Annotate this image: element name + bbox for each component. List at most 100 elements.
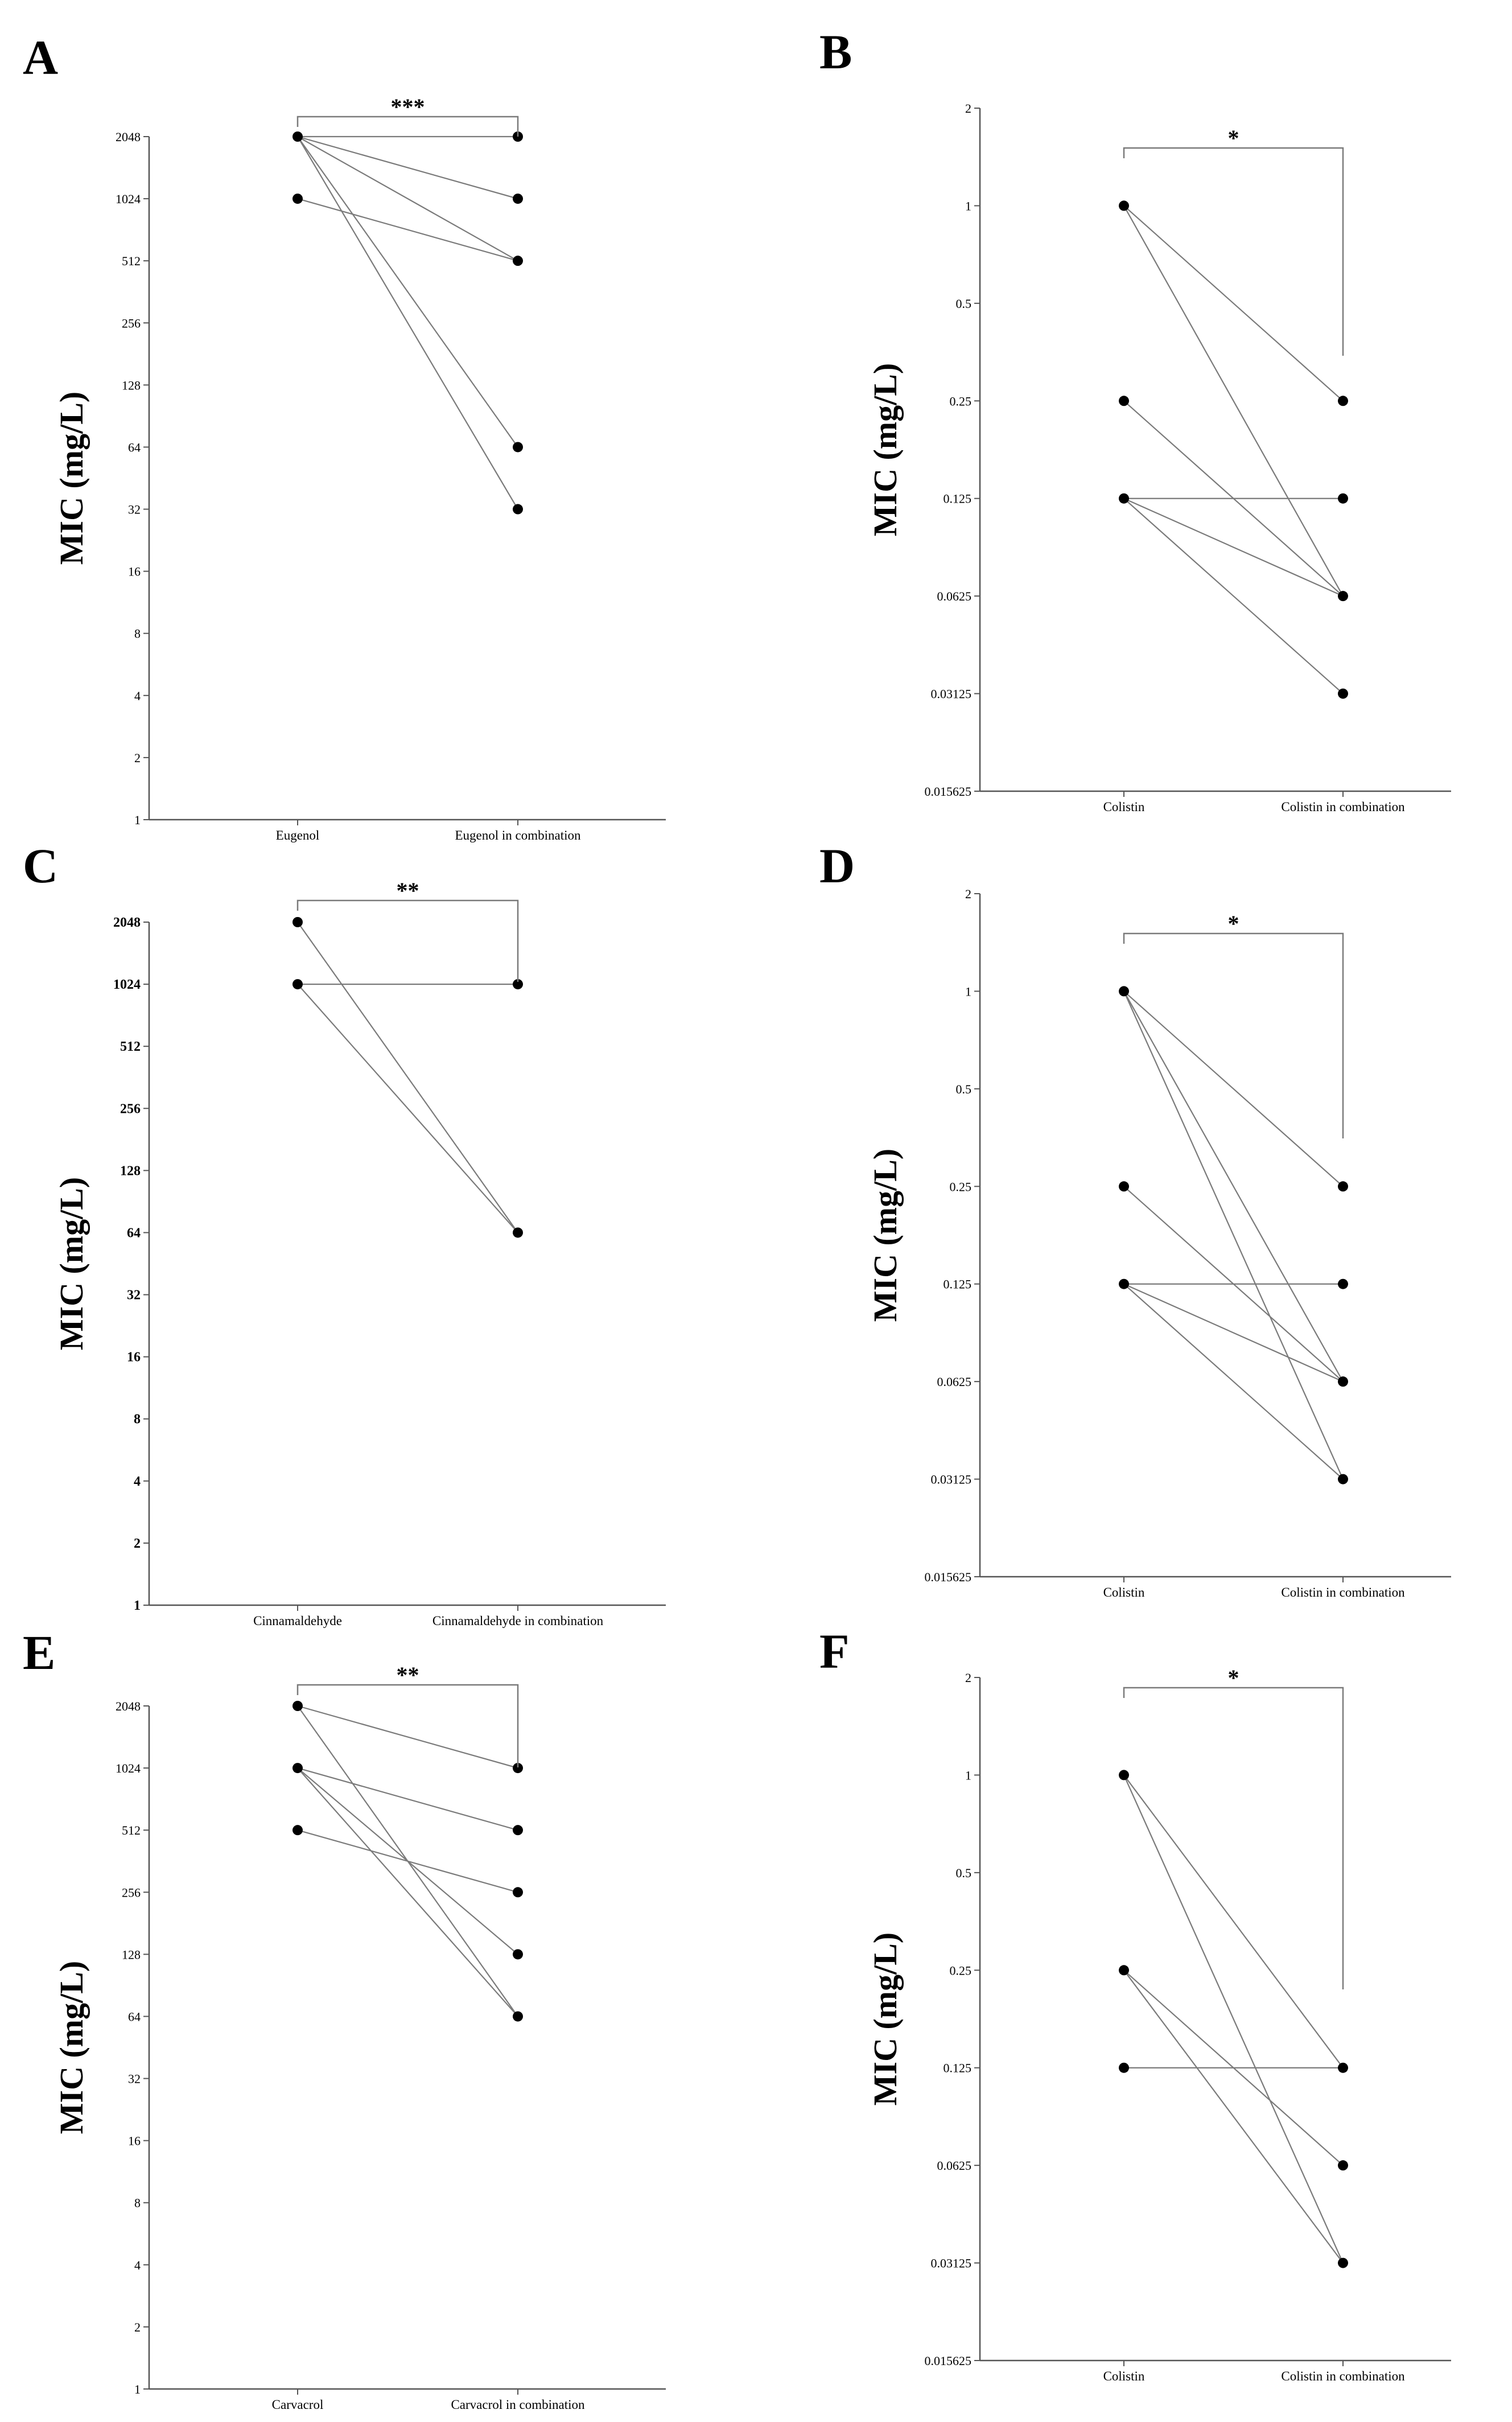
data-point-after: [1338, 1278, 1348, 1289]
data-point-after: [1338, 1181, 1348, 1192]
y-tick-label: 0.125: [944, 2061, 972, 2075]
significance-bracket: [296, 116, 519, 137]
y-tick-label: 16: [127, 1350, 141, 1365]
panel-A: A MIC (mg/L) 1 2 4 8 16 32 64 128 256 512 1024 2048 Eu…: [23, 30, 666, 842]
data-point-after: [1338, 591, 1348, 602]
y-axis-label: MIC (mg/L): [867, 1149, 904, 1322]
y-tick-label: 128: [122, 378, 141, 392]
data-point-after: [1338, 1474, 1348, 1485]
y-tick-label: 0.25: [950, 1963, 972, 1977]
y-tick-label: 2: [965, 1671, 971, 1685]
y-tick-label: 0.03125: [931, 687, 972, 701]
y-tick-label: 2: [965, 887, 971, 901]
y-tick-label: 128: [120, 1163, 141, 1178]
y-tick-label: 256: [120, 1101, 141, 1116]
y-tick-label: 256: [122, 1885, 141, 1899]
significance-bracket: [1123, 147, 1344, 356]
x-category-label: Colistin: [1103, 800, 1145, 814]
y-tick-label: 64: [128, 440, 141, 454]
x-category-label: Colistin in combination: [1281, 1585, 1405, 1599]
y-tick-label: 2048: [113, 915, 141, 930]
y-tick-label: 2048: [116, 130, 141, 144]
data-point-before: [1119, 1770, 1129, 1780]
y-tick-label: 1: [134, 2382, 141, 2396]
data-point-after: [513, 1949, 523, 1960]
x-category-label: Colistin: [1103, 2369, 1145, 2383]
y-tick-label: 2: [134, 751, 141, 765]
y-tick-label: 1: [965, 984, 971, 998]
paired-line: [297, 136, 518, 262]
paired-line: [297, 198, 518, 262]
x-category-label: Cinnamaldehyde: [253, 1614, 342, 1628]
significance-label: ***: [391, 94, 425, 120]
y-tick-label: 16: [128, 565, 141, 579]
y-tick-label: 4: [134, 689, 141, 703]
data-point-after: [513, 256, 523, 266]
data-point-before: [1119, 1965, 1129, 1976]
data-point-after: [513, 1887, 523, 1898]
paired-line: [297, 1767, 518, 2017]
significance-bracket: [1123, 1687, 1344, 1989]
data-point-after: [1338, 396, 1348, 406]
y-tick-label: 32: [128, 2072, 141, 2086]
data-point-after: [513, 2011, 523, 2022]
y-tick-label: 128: [122, 1947, 141, 1962]
paired-line: [1123, 1283, 1344, 1383]
data-point-after: [1338, 2257, 1348, 2268]
y-tick-label: 0.5: [956, 1866, 972, 1880]
y-tick-label: 0.015625: [925, 2354, 972, 2368]
y-tick-label: 16: [128, 2134, 141, 2148]
data-point-before: [1119, 1278, 1129, 1289]
y-tick-label: 32: [128, 503, 141, 517]
panel-D: D MIC (mg/L) 0.015625 0.03125 0.0625 0.125 0.2…: [819, 838, 1451, 1599]
y-tick-label: 0.0625: [937, 589, 972, 603]
y-tick-label: 4: [134, 2258, 141, 2272]
significance-bracket: [296, 1684, 519, 1767]
panel-E: E MIC (mg/L) 1 2 4 8 16 32 64 128 256 512 1024 2048 Ca…: [23, 1625, 666, 2412]
y-tick-label: 0.5: [956, 297, 972, 311]
data-point-before: [292, 1701, 303, 1711]
y-tick-label: 1: [965, 199, 971, 213]
data-point-after: [513, 504, 523, 515]
paired-line: [297, 136, 518, 510]
data-point-after: [513, 1227, 523, 1238]
paired-line: [297, 1829, 518, 1893]
y-tick-label: 1: [134, 813, 141, 827]
data-point-after: [1338, 2160, 1348, 2171]
y-tick-label: 0.5: [956, 1082, 972, 1096]
data-point-after: [513, 979, 523, 990]
paired-line: [297, 1705, 518, 1769]
y-tick-label: 256: [122, 316, 141, 330]
data-point-after: [1338, 2062, 1348, 2073]
y-tick-label: 0.25: [950, 1179, 972, 1194]
y-axis-label: MIC (mg/L): [867, 1932, 904, 2106]
data-point-before: [292, 194, 303, 204]
paired-line: [1123, 1774, 1344, 2069]
data-point-before: [292, 1763, 303, 1774]
y-tick-label: 0.03125: [931, 2256, 972, 2271]
y-tick-label: 1024: [113, 977, 141, 992]
panel-letter: D: [819, 838, 855, 893]
paired-line: [1123, 990, 1344, 1382]
y-axis-label: MIC (mg/L): [53, 1961, 90, 2134]
significance-label: *: [1228, 1665, 1239, 1691]
y-tick-label: 2048: [116, 1699, 141, 1713]
panel-C: C MIC (mg/L) 1 2 4 8 16 32 64 128 256 512 1024 2048 Ci…: [23, 838, 666, 1628]
significance-bracket: [1123, 932, 1344, 1138]
x-category-label: Eugenol in combination: [455, 828, 581, 842]
data-point-after: [1338, 493, 1348, 504]
data-point-before: [292, 979, 303, 990]
y-tick-label: 1024: [116, 1761, 141, 1775]
paired-line: [1123, 205, 1344, 402]
panel-letter: C: [23, 838, 58, 893]
significance-label: *: [1228, 125, 1239, 151]
paired-line: [297, 1767, 518, 1831]
y-tick-label: 0.25: [950, 394, 972, 408]
paired-line: [297, 984, 518, 1233]
y-tick-label: 4: [134, 1474, 141, 1489]
x-category-label: Cinnamaldehyde in combination: [432, 1614, 604, 1628]
y-tick-label: 2: [134, 1536, 141, 1551]
y-tick-label: 8: [134, 627, 141, 641]
y-tick-label: 0.03125: [931, 1473, 972, 1487]
x-category-label: Colistin: [1103, 1585, 1145, 1599]
